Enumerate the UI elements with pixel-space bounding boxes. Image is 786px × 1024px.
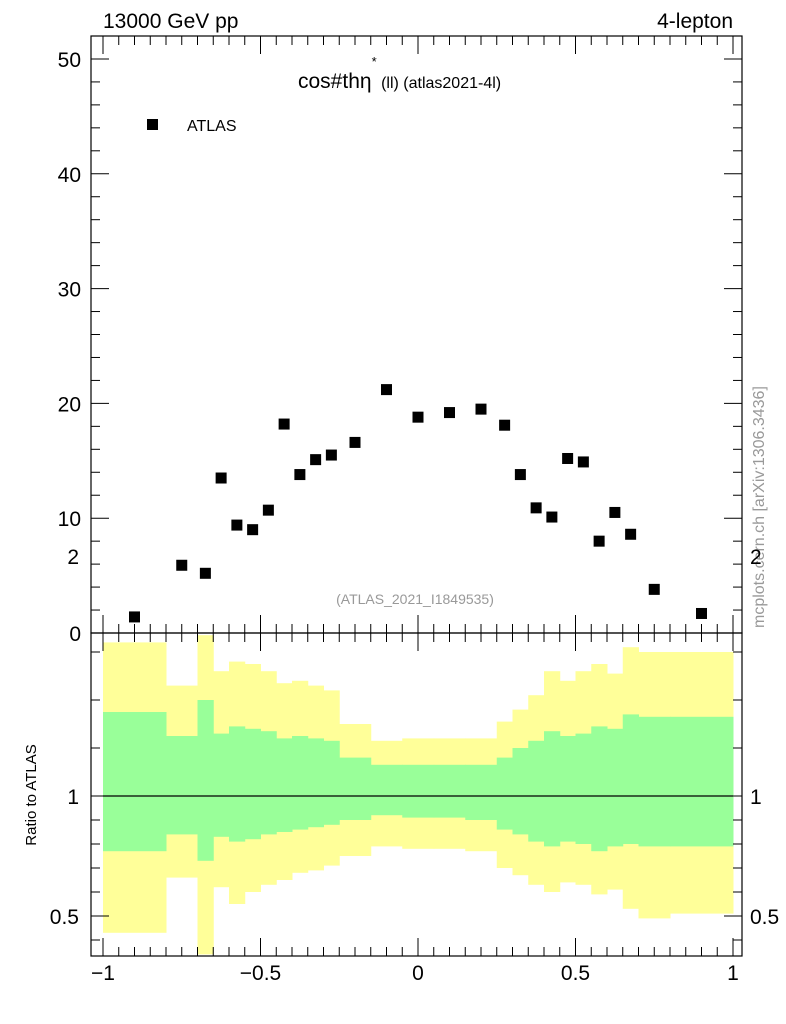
- data-point: [310, 454, 322, 466]
- main-y-tick-label: 40: [58, 164, 81, 187]
- inner-band-bin: [370, 764, 403, 816]
- legend-marker: [147, 119, 158, 130]
- data-point: [609, 506, 621, 518]
- x-tick-label: 0.5: [561, 962, 590, 985]
- x-tick-label: 1: [727, 962, 739, 985]
- ratio-y-tick-label-left: 0.5: [50, 906, 79, 929]
- inner-band-bin: [670, 716, 734, 847]
- watermark: (ATLAS_2021_I1849535): [336, 591, 494, 607]
- ratio-y-axis-label: Ratio to ATLAS: [23, 744, 40, 845]
- data-point: [294, 469, 306, 481]
- inner-band-bin: [559, 736, 576, 842]
- inner-band-bin: [229, 726, 246, 842]
- data-point: [514, 469, 526, 481]
- main-y-tick-label: 0: [69, 623, 81, 646]
- ratio-bands: [103, 635, 734, 955]
- plot-title-sup: *: [372, 54, 377, 69]
- inner-band-bin: [575, 733, 592, 844]
- main-y-tick-label: 20: [58, 393, 81, 416]
- data-point: [546, 511, 558, 523]
- inner-band-bin: [244, 728, 261, 840]
- inner-band-bin: [528, 740, 545, 842]
- data-point: [562, 452, 574, 464]
- plot-title-main: cos#thη: [298, 70, 372, 93]
- inner-band-bin: [307, 738, 324, 828]
- data-point: [530, 502, 542, 514]
- side-label: mcplots.cern.ch [arXiv:1306.3436]: [751, 386, 768, 628]
- data-point: [215, 472, 227, 484]
- inner-band-bin: [166, 736, 198, 835]
- data-point: [176, 559, 188, 571]
- ratio-y-tick-label-left: 1: [67, 786, 79, 809]
- ratio-frame: [90, 632, 743, 957]
- main-markers: [129, 384, 707, 623]
- plot-title-rest: (ll) (atlas2021-4l): [377, 75, 501, 92]
- inner-band-bin: [607, 728, 624, 847]
- ratio-y-tick-label-right: 1: [750, 786, 762, 809]
- inner-band-bin: [213, 733, 230, 837]
- inner-band-bin: [433, 764, 466, 818]
- main-ticks: [91, 35, 742, 634]
- data-point: [475, 403, 487, 415]
- inner-band-bin: [622, 714, 639, 844]
- ratio-y-tick-label-left: 2: [67, 546, 79, 569]
- data-point: [199, 567, 211, 579]
- inner-band-bin: [402, 764, 435, 818]
- data-point: [231, 519, 243, 531]
- ratio-y-tick-label-right: 0.5: [750, 906, 779, 929]
- main-y-tick-label: 10: [58, 508, 81, 531]
- x-tick-label: 0: [412, 962, 424, 985]
- legend-label: ATLAS: [187, 118, 237, 135]
- data-point: [129, 611, 140, 623]
- inner-band-bin: [103, 712, 167, 852]
- inner-band-bin: [465, 764, 498, 820]
- inner-band-bin: [512, 748, 529, 835]
- inner-band-bin: [292, 736, 309, 830]
- main-y-tick-label: 30: [58, 279, 81, 302]
- data-point: [412, 411, 424, 423]
- data-point: [262, 504, 274, 516]
- inner-band-bin: [339, 757, 372, 820]
- ratio-y-tick-labels: 0.5 0.5 1 1 2 2: [50, 546, 779, 929]
- ratio-y-tick-label-right: 2: [750, 546, 762, 569]
- inner-band-bin: [638, 716, 671, 847]
- data-point: [499, 419, 511, 431]
- data-point: [325, 449, 337, 461]
- inner-band-bin: [260, 731, 277, 835]
- inner-band-bin: [323, 740, 340, 825]
- main-y-tick-labels: 0 10 20 30 40 50: [58, 49, 81, 646]
- inner-band-bin: [197, 700, 214, 861]
- energy-label: 13000 GeV pp: [103, 10, 238, 33]
- data-point: [593, 535, 605, 547]
- data-point: [696, 607, 707, 619]
- process-label: 4-lepton: [657, 10, 733, 33]
- ratio-ticks: [91, 633, 742, 956]
- inner-band-bin: [276, 738, 293, 832]
- x-tick-label: −1: [91, 962, 115, 985]
- inner-band-bin: [591, 726, 608, 852]
- data-point: [648, 583, 660, 595]
- x-tick-label: −0.5: [240, 962, 281, 985]
- data-point: [247, 524, 259, 536]
- data-point: [625, 528, 637, 540]
- plot-title: cos#thη* (ll) (atlas2021-4l): [298, 54, 501, 93]
- data-point: [577, 456, 589, 468]
- ratio-panel: 0.5 0.5 1 1 2 2 −1 −0.5 0 0.5 1 Ratio to ATLAS: [23, 546, 779, 985]
- main-y-tick-label: 50: [58, 49, 81, 72]
- data-point: [349, 436, 361, 448]
- data-point: [278, 418, 290, 430]
- inner-band-bin: [496, 757, 513, 830]
- data-point: [381, 384, 392, 396]
- inner-band-bin: [544, 731, 561, 847]
- data-point: [444, 407, 455, 419]
- main-panel: 0 10 20 30 40 50 cos#thη* (ll) (atlas2021-4l)…: [58, 35, 743, 646]
- ratio-x-tick-labels: −1 −0.5 0 0.5 1: [91, 962, 739, 985]
